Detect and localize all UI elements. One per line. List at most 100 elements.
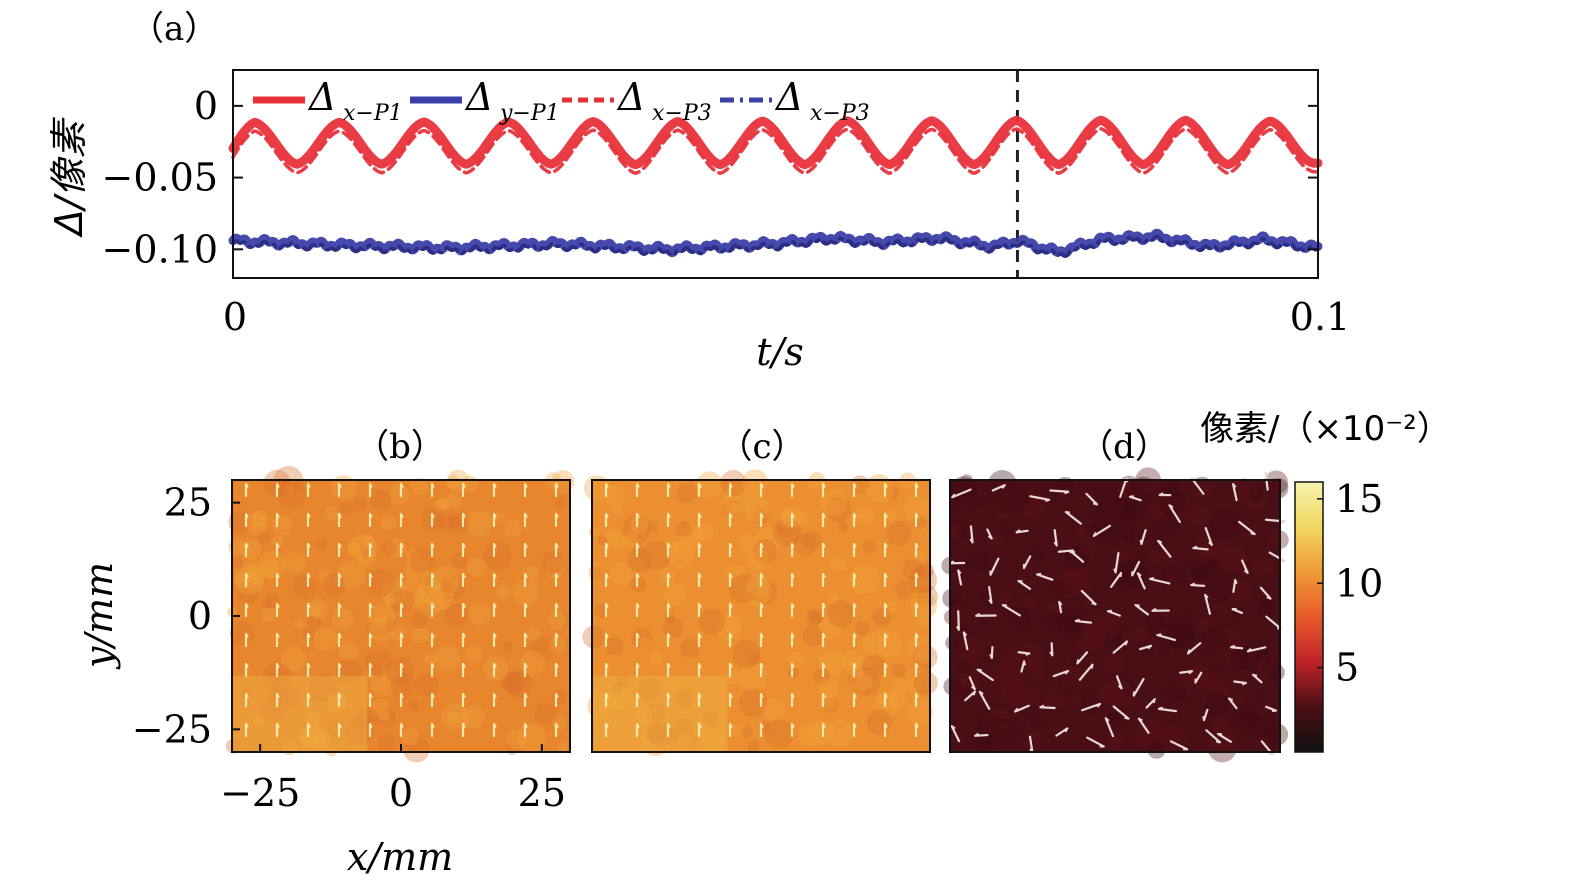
- vector-arrowhead: [698, 513, 702, 518]
- heatmap-texture: [990, 718, 1017, 745]
- heatmap-texture: [1108, 522, 1136, 550]
- heatmap-texture: [822, 698, 838, 714]
- vector-arrow: [1264, 471, 1269, 491]
- vector-arrowhead: [400, 693, 404, 698]
- vector-arrow: [1140, 529, 1147, 546]
- heatmap-texture: [957, 526, 969, 538]
- vector-arrow: [1001, 604, 1022, 617]
- heatmap-texture: [411, 625, 429, 644]
- heatmap-texture: [356, 547, 376, 567]
- vector-arrow: [957, 569, 963, 586]
- y-tick-label-a: −0.05: [102, 156, 218, 200]
- vector-arrow: [1022, 555, 1032, 570]
- heatmap-texture: [252, 713, 264, 726]
- vector-arrowhead: [1091, 602, 1096, 606]
- vector-arrowhead: [1168, 504, 1174, 509]
- vector-arrowhead: [636, 633, 640, 638]
- heatmap-texture: [1079, 537, 1097, 556]
- vector-arrowhead: [667, 663, 671, 668]
- heatmap-texture: [854, 506, 874, 526]
- vector-arrow: [988, 586, 993, 605]
- vector-arrow: [964, 690, 977, 702]
- vector-arrowhead: [1159, 492, 1164, 496]
- heatmap-texture: [970, 731, 993, 753]
- heatmap-texture: [385, 619, 398, 632]
- heatmap-texture: [555, 496, 567, 509]
- vector-arrowhead: [431, 633, 435, 638]
- heatmap-texture: [424, 653, 437, 666]
- x-axis-label-bcd: x/mm: [347, 835, 453, 879]
- vector-arrowhead: [636, 573, 640, 578]
- heatmap-texture: [1058, 677, 1078, 698]
- vector-arrowhead: [338, 723, 342, 728]
- heatmap-texture: [582, 625, 606, 649]
- heatmap-texture: [1239, 706, 1261, 727]
- heatmap-texture: [1031, 547, 1045, 561]
- heatmap-texture: [504, 670, 533, 699]
- heatmap-texture: [436, 497, 450, 510]
- vector-arrowhead: [955, 625, 960, 631]
- heatmap-texture: [588, 562, 609, 583]
- heatmap-texture: [992, 661, 1022, 690]
- heatmap-texture: [1204, 671, 1224, 691]
- vector-arrowhead: [605, 543, 609, 548]
- vector-arrowhead: [462, 723, 466, 728]
- heatmap-texture: [276, 478, 307, 509]
- heatmap-texture: [245, 568, 262, 585]
- vector-arrowhead: [1058, 601, 1063, 606]
- heatmap-texture: [916, 613, 931, 628]
- heatmap-texture: [1201, 625, 1229, 653]
- heatmap-texture: [912, 644, 938, 670]
- heatmap-texture: [368, 603, 396, 632]
- heatmap-texture: [530, 636, 556, 661]
- vector-arrowhead: [1064, 727, 1069, 733]
- heatmap-texture: [1166, 614, 1196, 645]
- heatmap-texture: [258, 531, 272, 545]
- axis-ticks-b: −25 0 25 25 0 −25: [132, 481, 566, 815]
- vector-arrow: [1259, 586, 1272, 600]
- vector-arrowhead: [915, 663, 919, 668]
- heatmap-texture: [731, 639, 761, 669]
- heatmap-texture: [876, 628, 891, 642]
- heatmap-texture: [1167, 622, 1195, 651]
- vector-arrowhead: [524, 573, 528, 578]
- heatmap-texture: [808, 720, 834, 746]
- heatmap-texture: [826, 720, 854, 747]
- heatmap-texture: [1191, 476, 1213, 498]
- heatmap-texture: [663, 582, 687, 606]
- vector-arrowhead: [853, 693, 857, 698]
- vector-arrowhead: [1250, 532, 1255, 536]
- vector-arrowhead: [667, 693, 671, 698]
- vector-arrowhead: [1192, 545, 1198, 549]
- heatmap-texture: [604, 485, 625, 506]
- vector-arrowhead: [791, 633, 795, 638]
- heatmap-texture: [353, 497, 368, 512]
- vector-arrow: [991, 484, 1006, 492]
- heatmap-texture: [259, 696, 286, 723]
- heatmap-texture: [699, 609, 726, 636]
- heatmap-texture: [396, 580, 425, 609]
- vector-arrow: [1017, 579, 1032, 590]
- vector-arrow: [1204, 526, 1213, 546]
- vector-arrow: [1169, 740, 1189, 751]
- heatmap-texture: [347, 541, 361, 555]
- vector-arrowhead: [245, 633, 249, 638]
- heatmap-texture: [336, 560, 366, 590]
- vector-arrowhead: [462, 603, 466, 608]
- vector-arrowhead: [307, 483, 311, 488]
- vector-arrowhead: [555, 693, 559, 698]
- heatmap-texture: [666, 539, 695, 568]
- heatmap-texture: [1069, 565, 1089, 585]
- heatmap-texture: [551, 689, 566, 705]
- vector-arrowhead: [760, 483, 764, 488]
- heatmap-texture: [676, 521, 692, 537]
- axis-ticks-a: 0−0.05−0.100 0.1: [102, 84, 1351, 339]
- vector-arrowhead: [791, 693, 795, 698]
- heatmap-texture: [1257, 601, 1275, 620]
- vector-arrowhead: [245, 693, 249, 698]
- heatmap-texture: [439, 573, 466, 600]
- vector-arrow: [1132, 677, 1145, 697]
- heatmap-texture: [677, 734, 691, 749]
- heatmap-texture: [313, 627, 338, 652]
